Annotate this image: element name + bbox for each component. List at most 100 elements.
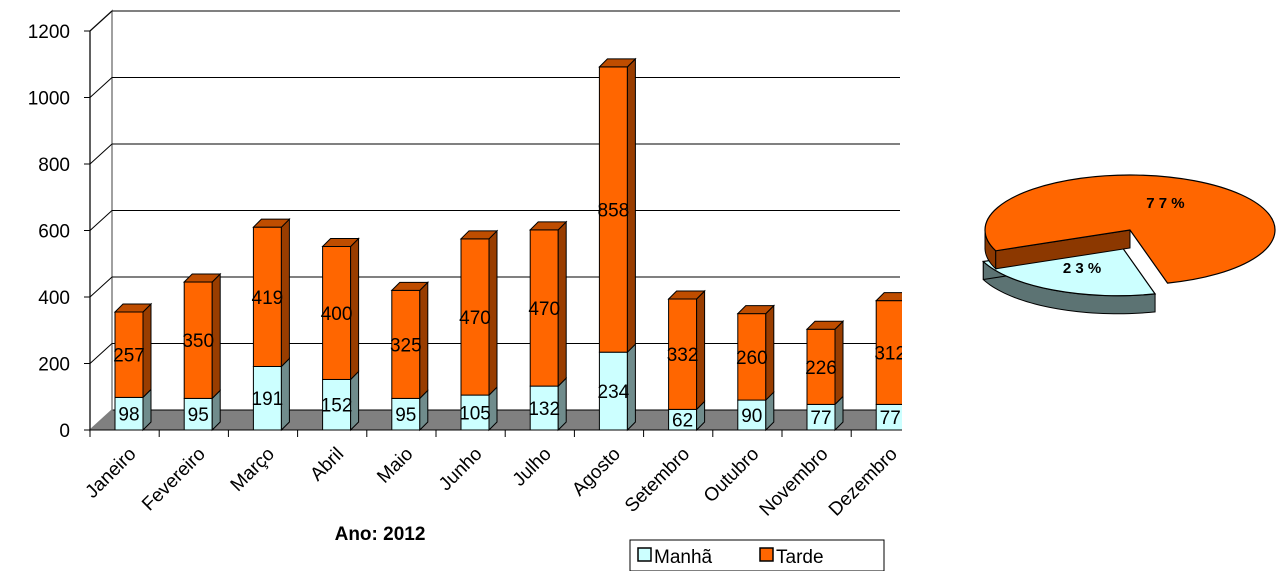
x-tick-label: Outubro [700, 444, 763, 507]
x-tick-label: Abril [306, 444, 348, 486]
bar-front [252, 365, 282, 431]
bar-manha [252, 357, 290, 432]
bar-top [667, 290, 706, 300]
bar-tarde [805, 320, 845, 406]
bar-side [904, 293, 912, 405]
bar-tarde [252, 217, 291, 368]
y-tick-label: 1200 [28, 22, 70, 43]
bar-front [183, 281, 213, 399]
bar-front [114, 311, 144, 398]
bar-front [460, 394, 490, 431]
pie-slice-tarde: 7 7 % [984, 174, 1276, 284]
pie-slice-label: 7 7 % [1146, 195, 1184, 212]
bar-front [668, 298, 698, 410]
bar-tarde [667, 289, 706, 411]
gridline-depth [89, 143, 113, 165]
bar-manha [806, 395, 844, 432]
bar-manha [460, 385, 498, 432]
data-label: 470 [459, 308, 491, 329]
legend: Manhã Tarde [629, 539, 885, 571]
gridline-depth [89, 276, 113, 298]
x-tick-label: Dezembro [825, 444, 902, 521]
data-label: 95 [395, 405, 416, 426]
bar-tarde [598, 57, 637, 354]
x-tick-label: Agosto [568, 444, 625, 501]
bar-top [459, 230, 499, 240]
bar-front [114, 396, 144, 431]
bar-tarde [736, 304, 776, 402]
bar-front [391, 289, 421, 399]
bar-series [113, 57, 912, 432]
data-label: 77 [810, 408, 831, 429]
gridline-depth [89, 343, 113, 364]
bar-front [806, 403, 836, 431]
data-label: 419 [252, 288, 284, 309]
data-label: 257 [113, 346, 145, 367]
legend-swatch [637, 547, 652, 562]
bar-tarde [321, 237, 360, 381]
bar-top [874, 292, 902, 302]
bar-tarde [528, 220, 568, 388]
bar-front [875, 403, 902, 431]
legend-label: Manhã [654, 547, 713, 568]
bar-tarde [113, 302, 153, 399]
bar-tarde [390, 281, 430, 400]
bar-front [183, 397, 213, 431]
data-label: 858 [598, 201, 630, 222]
y-tick-label: 400 [38, 288, 70, 309]
data-label: 325 [390, 335, 422, 356]
bar-front [322, 245, 352, 380]
data-label: 350 [182, 331, 214, 352]
bar-top [805, 320, 845, 330]
data-labels: 98 257 95 350 191 419 152 400 95 325 105 470 132 470 2… [113, 201, 906, 432]
x-tick-label: Março [227, 444, 279, 496]
legend-swatch [759, 547, 774, 562]
y-tick-label: 200 [38, 355, 70, 376]
data-label: 105 [459, 404, 491, 425]
bar-manha [391, 389, 429, 432]
pie-slice-top [984, 174, 1276, 284]
y-tick-label: 1000 [28, 89, 70, 110]
gridline-depth [89, 210, 113, 231]
bar-tarde [459, 229, 499, 397]
data-label: 132 [528, 399, 560, 420]
legend-label: Tarde [776, 547, 824, 568]
data-label: 400 [321, 304, 353, 325]
pie-slice-top [981, 240, 1157, 297]
bar-top [598, 58, 637, 68]
bar-top [113, 303, 153, 313]
data-label: 260 [736, 348, 768, 369]
bar-front [252, 226, 282, 367]
bar-manha [183, 389, 221, 432]
bar-top [390, 281, 430, 291]
bar-side [904, 396, 912, 430]
data-label: 95 [188, 405, 209, 426]
data-label: 312 [874, 344, 906, 365]
y-axis: 0 200 400 600 800 1000 1200 [28, 22, 91, 442]
data-label: 98 [118, 405, 139, 426]
x-tick-label: Janeiro [82, 444, 141, 503]
bar-top [736, 305, 776, 315]
bar-tarde [874, 292, 912, 405]
data-label: 90 [741, 406, 762, 427]
data-label: 332 [667, 345, 699, 366]
gridline-depth [89, 10, 113, 32]
bar-front [529, 229, 559, 387]
gridline-depth [89, 77, 113, 98]
pie-chart: 2 3 % 7 7 % [981, 174, 1276, 315]
x-tick-label: Fevereiro [138, 444, 210, 516]
data-label: 77 [880, 408, 901, 429]
pie-slice-label: 2 3 % [1063, 260, 1101, 277]
bar-top [528, 221, 568, 231]
data-label: 470 [528, 299, 560, 320]
y-tick-label: 600 [38, 222, 70, 243]
bar-front [598, 66, 628, 353]
bar-front [875, 300, 902, 405]
data-label: 62 [672, 411, 693, 432]
data-label: 234 [598, 382, 630, 403]
bar-tarde [182, 272, 222, 400]
bar-top [182, 273, 222, 283]
bar-manha [875, 396, 912, 431]
